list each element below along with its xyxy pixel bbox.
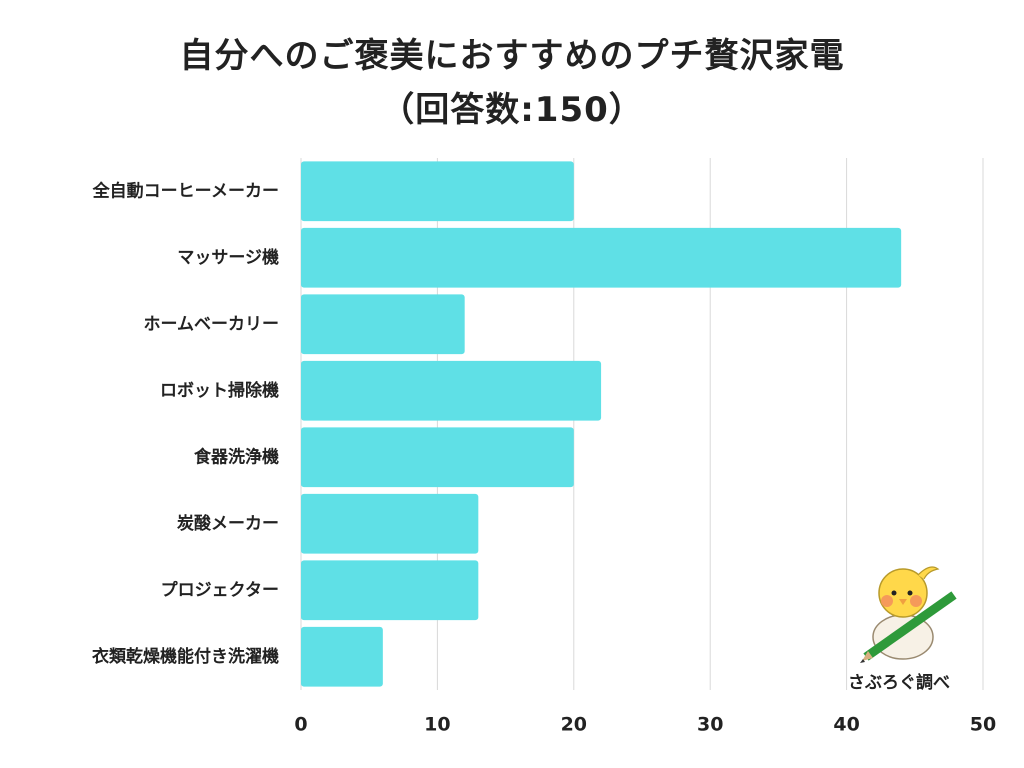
bar xyxy=(301,626,383,687)
category-label: 全自動コーヒーメーカー xyxy=(92,180,279,201)
category-label: ホームベーカリー xyxy=(144,314,280,334)
bar xyxy=(301,493,479,554)
bar xyxy=(301,161,574,222)
chart-title: 自分へのご褒美におすすめのプチ贅沢家電 xyxy=(179,36,845,76)
bar xyxy=(301,294,465,355)
bar xyxy=(301,560,479,621)
x-tick-label: 50 xyxy=(970,714,996,736)
bar xyxy=(301,360,602,421)
x-tick-label: 20 xyxy=(561,714,587,736)
bird-mascot-icon xyxy=(860,566,957,663)
category-label: 炭酸メーカー xyxy=(177,513,279,534)
bar xyxy=(301,427,574,488)
category-label: マッサージ機 xyxy=(177,247,279,268)
x-tick-label: 30 xyxy=(697,714,723,736)
category-label: ロボット掃除機 xyxy=(160,380,279,401)
category-label: 衣類乾燥機能付き洗濯機 xyxy=(92,646,279,667)
category-label: プロジェクター xyxy=(161,579,279,600)
source-credit: さぶろぐ調べ xyxy=(848,673,950,693)
x-tick-label: 40 xyxy=(833,714,859,736)
x-tick-label: 10 xyxy=(424,714,450,736)
bar xyxy=(301,227,902,288)
x-tick-label: 0 xyxy=(294,714,307,736)
chart-subtitle: （回答数:150） xyxy=(380,90,644,130)
category-label: 食器洗浄機 xyxy=(194,446,279,467)
